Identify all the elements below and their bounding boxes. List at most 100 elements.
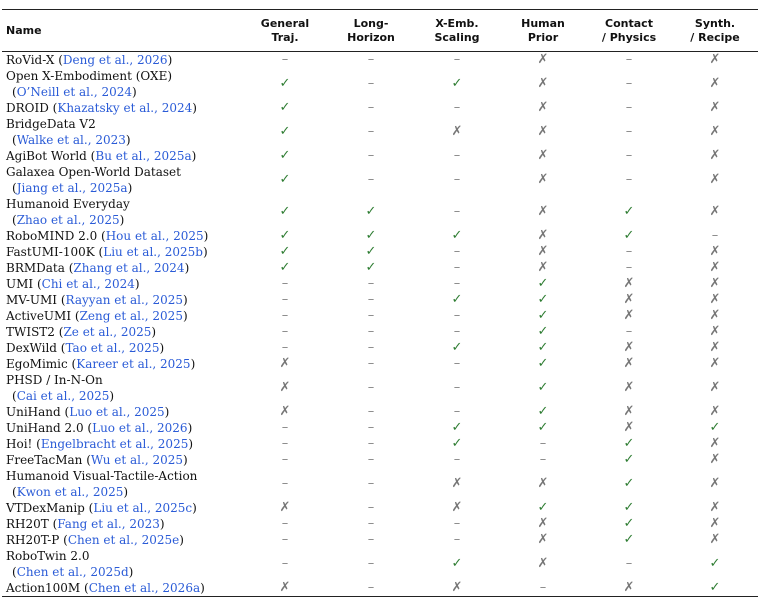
- cross-icon: ✗: [709, 52, 721, 67]
- check-icon: ✓: [279, 228, 291, 243]
- citation-link[interactable]: Engelbracht et al., 2025: [40, 437, 189, 451]
- citation-link[interactable]: Khazatsky et al., 2024: [57, 101, 193, 115]
- citation-close-paren: ): [187, 421, 193, 435]
- dash-icon: –: [367, 380, 375, 395]
- dash-icon: –: [367, 476, 375, 491]
- dataset-name: VTDexManip (: [6, 501, 94, 515]
- citation-link[interactable]: Walke et al., 2023: [16, 133, 126, 147]
- citation-open-paren: (: [12, 85, 17, 99]
- citation-link[interactable]: Zhang et al., 2024: [73, 261, 185, 275]
- citation-close-paren: ): [164, 405, 170, 419]
- citation-link[interactable]: Liu et al., 2025b: [103, 245, 203, 259]
- dataset-name-cell: Hoi! (Engelbracht et al., 2025): [2, 436, 242, 452]
- citation-close-paren: ): [192, 101, 197, 115]
- cross-icon: ✗: [537, 476, 549, 491]
- citation-open-paren: (: [12, 485, 17, 499]
- dataset-name-cell: Galaxea Open-World Dataset (Jiang et al.,…: [2, 164, 242, 196]
- citation-line: (O’Neill et al., 2024): [6, 84, 137, 100]
- dash-icon: –: [453, 308, 461, 323]
- citation-open-paren: (: [12, 565, 17, 579]
- dataset-name: AgiBot World (: [6, 149, 96, 163]
- dash-icon: –: [281, 292, 289, 307]
- dataset-name-cell: BridgeData V2 (Walke et al., 2023): [2, 116, 242, 148]
- check-icon: ✓: [537, 340, 549, 355]
- dash-icon: –: [367, 356, 375, 371]
- cross-icon: ✗: [451, 580, 463, 595]
- citation-link[interactable]: Wu et al., 2025: [90, 453, 183, 467]
- dash-icon: –: [367, 420, 375, 435]
- citation-close-paren: ): [159, 341, 165, 355]
- dash-icon: –: [281, 420, 289, 435]
- dataset-name-cell: TWIST2 (Ze et al., 2025): [2, 324, 242, 340]
- citation-link[interactable]: Kareer et al., 2025: [76, 357, 191, 371]
- dataset-name-cell: RoboTwin 2.0 (Chen et al., 2025d): [2, 548, 242, 580]
- check-icon: ✓: [451, 292, 463, 307]
- cross-icon: ✗: [537, 124, 549, 139]
- citation-link[interactable]: Bu et al., 2025a: [95, 149, 192, 163]
- citation-close-paren: ): [202, 245, 208, 259]
- citation-link[interactable]: Fang et al., 2023: [57, 517, 160, 531]
- citation-link[interactable]: Rayyan et al., 2025: [65, 293, 183, 307]
- check-icon: ✓: [537, 276, 549, 291]
- dataset-name-cell: FastUMI-100K (Liu et al., 2025b): [2, 244, 242, 260]
- citation-link[interactable]: Kwon et al., 2025: [16, 485, 124, 499]
- dash-icon: –: [367, 436, 375, 451]
- check-icon: ✓: [537, 292, 549, 307]
- citation-link[interactable]: Jiang et al., 2025a: [16, 181, 128, 195]
- check-icon: ✓: [537, 308, 549, 323]
- dataset-name: BRMData (: [6, 261, 74, 275]
- cross-icon: ✗: [709, 100, 721, 115]
- dataset-name-cell: UMI (Chi et al., 2024): [2, 276, 242, 292]
- dataset-name-cell: RH20T (Fang et al., 2023): [2, 516, 242, 532]
- citation-link[interactable]: Hou et al., 2025: [105, 229, 204, 243]
- header-name: Name: [6, 23, 42, 37]
- citation-link[interactable]: Chen et al., 2025d: [16, 565, 129, 579]
- citation-link[interactable]: Luo et al., 2025: [69, 405, 165, 419]
- dash-icon: –: [625, 260, 633, 275]
- dash-icon: –: [453, 52, 461, 67]
- citation-link[interactable]: Liu et al., 2025c: [93, 501, 193, 515]
- citation-link[interactable]: Chen et al., 2026a: [88, 581, 201, 595]
- table-row: TWIST2 (Ze et al., 2025) – – – ✓ – ✗: [2, 324, 758, 340]
- cross-icon: ✗: [537, 100, 549, 115]
- cross-icon: ✗: [537, 260, 549, 275]
- cross-icon: ✗: [709, 340, 721, 355]
- citation-close-paren: ): [182, 309, 188, 323]
- citation-link[interactable]: Chen et al., 2025e: [67, 533, 180, 547]
- table-row: VTDexManip (Liu et al., 2025c) ✗ – ✗ ✓ ✓ ✗: [2, 500, 758, 516]
- dash-icon: –: [367, 500, 375, 515]
- dataset-name-cell: BRMData (Zhang et al., 2024): [2, 260, 242, 276]
- dash-icon: –: [281, 516, 289, 531]
- citation-link[interactable]: Zeng et al., 2025: [79, 309, 183, 323]
- dataset-name: Galaxea Open-World Dataset: [6, 165, 181, 179]
- cross-icon: ✗: [537, 244, 549, 259]
- citation-link[interactable]: Tao et al., 2025: [65, 341, 160, 355]
- citation-link[interactable]: Zhao et al., 2025: [16, 213, 120, 227]
- header-x-emb-scaling: X-Emb. Scaling: [434, 16, 480, 44]
- citation-link[interactable]: Cai et al., 2025: [16, 389, 110, 403]
- citation-link[interactable]: Ze et al., 2025: [63, 325, 152, 339]
- check-icon: ✓: [623, 436, 635, 451]
- dash-icon: –: [625, 52, 633, 67]
- dash-icon: –: [625, 324, 633, 339]
- check-icon: ✓: [623, 532, 635, 547]
- check-icon: ✓: [623, 516, 635, 531]
- check-icon: ✓: [537, 324, 549, 339]
- cross-icon: ✗: [709, 516, 721, 531]
- dash-icon: –: [367, 148, 375, 163]
- citation-close-paren: ): [183, 453, 188, 467]
- dash-icon: –: [625, 244, 633, 259]
- dataset-name-cell: Open X-Embodiment (OXE) (O’Neill et al., …: [2, 68, 242, 100]
- table-row: FastUMI-100K (Liu et al., 2025b) ✓ ✓ – ✗ – ✗: [2, 244, 758, 260]
- citation-link[interactable]: O’Neill et al., 2024: [16, 85, 132, 99]
- citation-link[interactable]: Luo et al., 2026: [92, 421, 188, 435]
- cross-icon: ✗: [709, 172, 721, 187]
- dash-icon: –: [281, 52, 289, 67]
- citation-link[interactable]: Deng et al., 2026: [62, 53, 168, 67]
- dataset-name: UniHand (: [6, 405, 70, 419]
- check-icon: ✓: [279, 172, 291, 187]
- cross-icon: ✗: [623, 292, 635, 307]
- citation-link[interactable]: Chi et al., 2024: [41, 277, 135, 291]
- check-icon: ✓: [623, 452, 635, 467]
- dash-icon: –: [453, 244, 461, 259]
